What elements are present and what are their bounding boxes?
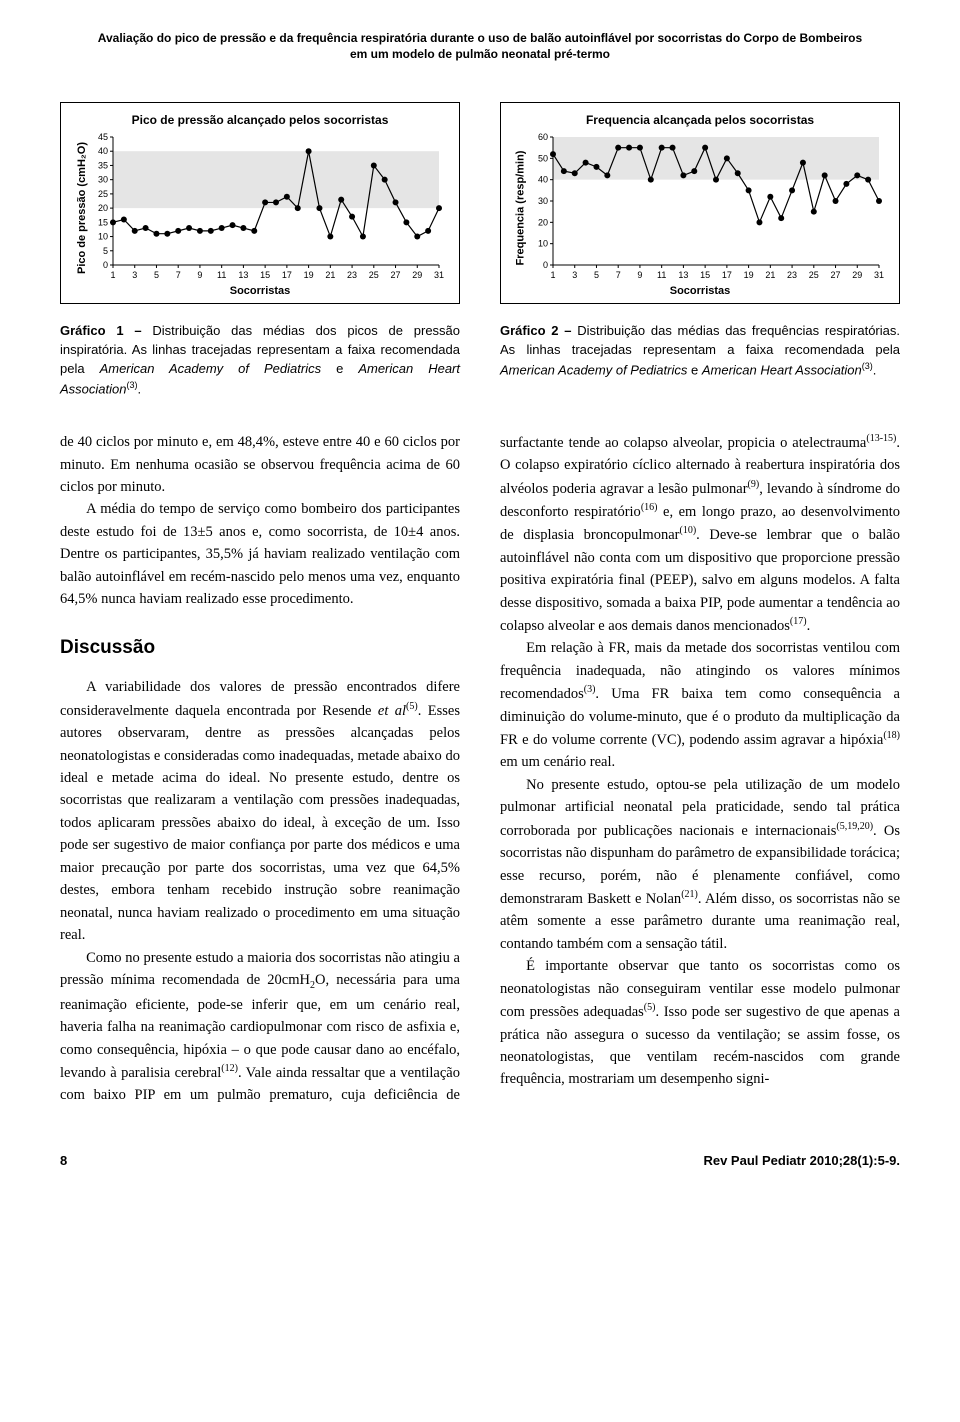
svg-text:11: 11 xyxy=(657,270,666,280)
svg-text:25: 25 xyxy=(809,270,819,280)
body-text: de 40 ciclos por minuto e, em 48,4%, est… xyxy=(60,431,900,1107)
svg-text:11: 11 xyxy=(217,270,226,280)
svg-text:35: 35 xyxy=(98,161,108,171)
svg-text:40: 40 xyxy=(98,147,108,157)
para-3: A variabilidade dos valores de pressão e… xyxy=(60,676,460,946)
caption1: Gráfico 1 – Distribuição das médias dos … xyxy=(60,322,460,399)
svg-text:20: 20 xyxy=(538,218,548,228)
svg-text:9: 9 xyxy=(637,270,642,280)
svg-text:30: 30 xyxy=(538,196,548,206)
svg-text:10: 10 xyxy=(538,239,548,249)
chart2-ylabel: Frequencia (resp/min) xyxy=(514,151,526,266)
svg-text:23: 23 xyxy=(347,270,357,280)
svg-text:25: 25 xyxy=(98,189,108,199)
captions-row: Gráfico 1 – Distribuição das médias dos … xyxy=(60,322,900,399)
svg-text:40: 40 xyxy=(538,175,548,185)
para-1: de 40 ciclos por minuto e, em 48,4%, est… xyxy=(60,431,460,498)
svg-text:13: 13 xyxy=(238,270,248,280)
svg-text:25: 25 xyxy=(369,270,379,280)
chart2-svg: 0102030405060135791113151719212325272931 xyxy=(525,133,885,283)
svg-text:23: 23 xyxy=(787,270,797,280)
svg-text:20: 20 xyxy=(98,203,108,213)
chart1-ylabel: Pico de pressão (cmH₂O) xyxy=(76,142,88,274)
caption2-sup: (3) xyxy=(862,361,873,371)
caption2-text-c: . xyxy=(873,362,877,377)
svg-text:7: 7 xyxy=(616,270,621,280)
chart2-title: Frequencia alcançada pelos socorristas xyxy=(509,113,891,127)
svg-text:15: 15 xyxy=(260,270,270,280)
chart1-xlabel: Socorristas xyxy=(69,285,451,297)
charts-row: Pico de pressão alcançado pelos socorris… xyxy=(60,102,900,304)
svg-text:1: 1 xyxy=(110,270,115,280)
svg-text:19: 19 xyxy=(744,270,754,280)
svg-text:31: 31 xyxy=(874,270,884,280)
para-7: No presente estudo, optou-se pela utiliz… xyxy=(500,774,900,955)
caption1-text-b: e xyxy=(321,361,358,376)
heading-discussao: Discussão xyxy=(60,633,460,662)
caption2-bold: Gráfico 2 – xyxy=(500,323,577,338)
caption1-ital1: American Academy of Pediatrics xyxy=(100,361,322,376)
svg-text:17: 17 xyxy=(282,270,292,280)
footer-journal: Rev Paul Pediatr 2010;28(1):5-9. xyxy=(703,1153,900,1168)
svg-text:17: 17 xyxy=(722,270,732,280)
caption2-ital2: American Heart Association xyxy=(702,362,862,377)
svg-text:5: 5 xyxy=(103,246,108,256)
chart1-svg: 0510152025303540451357911131517192123252… xyxy=(85,133,445,283)
caption2: Gráfico 2 – Distribuição das médias das … xyxy=(500,322,900,399)
footer: 8 Rev Paul Pediatr 2010;28(1):5-9. xyxy=(60,1153,900,1168)
svg-text:19: 19 xyxy=(304,270,314,280)
svg-text:7: 7 xyxy=(176,270,181,280)
svg-text:21: 21 xyxy=(765,270,775,280)
para-2: A média do tempo de serviço como bombeir… xyxy=(60,498,460,610)
caption1-text-c: . xyxy=(137,381,141,396)
chart1-title: Pico de pressão alcançado pelos socorris… xyxy=(69,113,451,127)
chart2-xlabel: Socorristas xyxy=(509,285,891,297)
svg-text:3: 3 xyxy=(132,270,137,280)
svg-text:27: 27 xyxy=(391,270,401,280)
svg-text:3: 3 xyxy=(572,270,577,280)
caption2-text-b: e xyxy=(687,362,701,377)
caption2-ital1: American Academy of Pediatrics xyxy=(500,362,687,377)
svg-text:5: 5 xyxy=(594,270,599,280)
para-6: Em relação à FR, mais da metade dos soco… xyxy=(500,637,900,773)
running-head-line2: em um modelo de pulmão neonatal pré-term… xyxy=(350,47,610,61)
svg-text:50: 50 xyxy=(538,154,548,164)
running-head: Avaliação do pico de pressão e da frequê… xyxy=(60,30,900,62)
caption1-sup: (3) xyxy=(126,380,137,390)
svg-text:0: 0 xyxy=(103,260,108,270)
footer-pagenum: 8 xyxy=(60,1153,67,1168)
svg-text:15: 15 xyxy=(700,270,710,280)
svg-text:5: 5 xyxy=(154,270,159,280)
svg-text:31: 31 xyxy=(434,270,444,280)
svg-text:13: 13 xyxy=(678,270,688,280)
chart1-box: Pico de pressão alcançado pelos socorris… xyxy=(60,102,460,304)
chart2-box: Frequencia alcançada pelos socorristas F… xyxy=(500,102,900,304)
svg-text:1: 1 xyxy=(550,270,555,280)
svg-text:45: 45 xyxy=(98,133,108,142)
svg-text:0: 0 xyxy=(543,260,548,270)
svg-text:60: 60 xyxy=(538,133,548,142)
svg-text:29: 29 xyxy=(852,270,862,280)
svg-text:21: 21 xyxy=(325,270,335,280)
svg-text:9: 9 xyxy=(197,270,202,280)
svg-text:27: 27 xyxy=(831,270,841,280)
para-8: É importante observar que tanto os socor… xyxy=(500,955,900,1091)
svg-text:10: 10 xyxy=(98,232,108,242)
svg-text:29: 29 xyxy=(412,270,422,280)
svg-text:15: 15 xyxy=(98,218,108,228)
running-head-line1: Avaliação do pico de pressão e da frequê… xyxy=(98,31,862,45)
svg-text:30: 30 xyxy=(98,175,108,185)
caption1-bold: Gráfico 1 – xyxy=(60,323,152,338)
